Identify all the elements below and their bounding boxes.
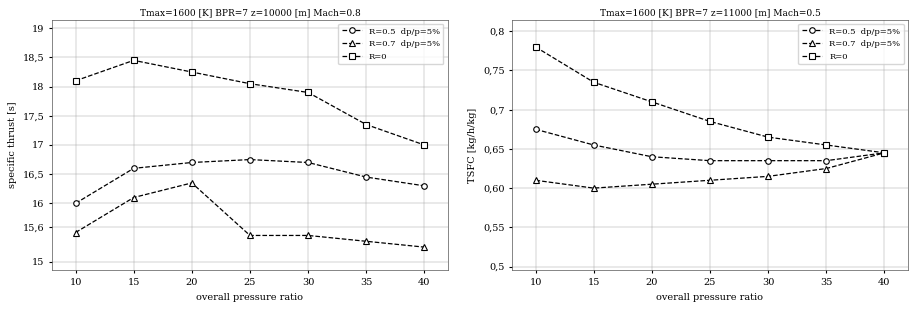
Line: R=0: R=0 <box>72 57 428 148</box>
R=0 <box>647 100 658 104</box>
R=0.7  dp/p=5% <box>763 175 774 178</box>
R=0.7  dp/p=5% <box>821 167 832 170</box>
Title: Tmax=1600 [K] BPR=7 z=10000 [m] Mach=0.8: Tmax=1600 [K] BPR=7 z=10000 [m] Mach=0.8 <box>139 8 360 17</box>
R=0 <box>245 82 256 86</box>
R=0.5  dp/p=5% <box>821 159 832 162</box>
R=0.5  dp/p=5% <box>245 158 256 162</box>
R=0 <box>419 143 430 147</box>
R=0.5  dp/p=5% <box>419 184 430 188</box>
R=0.5  dp/p=5% <box>128 166 139 170</box>
R=0.7  dp/p=5% <box>879 151 890 155</box>
R=0 <box>128 59 139 62</box>
Title: Tmax=1600 [K] BPR=7 z=11000 [m] Mach=0.5: Tmax=1600 [K] BPR=7 z=11000 [m] Mach=0.5 <box>600 8 821 17</box>
R=0.5  dp/p=5% <box>530 127 541 131</box>
R=0 <box>70 79 81 83</box>
R=0 <box>879 151 890 155</box>
Line: R=0.5  dp/p=5%: R=0.5 dp/p=5% <box>72 157 427 206</box>
Line: R=0.7  dp/p=5%: R=0.7 dp/p=5% <box>532 149 888 192</box>
Line: R=0: R=0 <box>532 43 888 156</box>
R=0.5  dp/p=5% <box>302 161 313 164</box>
Line: R=0.7  dp/p=5%: R=0.7 dp/p=5% <box>72 179 428 250</box>
R=0.5  dp/p=5% <box>186 161 197 164</box>
R=0.7  dp/p=5% <box>186 181 197 185</box>
R=0.7  dp/p=5% <box>704 179 715 182</box>
R=0.7  dp/p=5% <box>647 182 658 186</box>
R=0.5  dp/p=5% <box>763 159 774 162</box>
R=0 <box>186 70 197 74</box>
R=0.7  dp/p=5% <box>530 179 541 182</box>
R=0.5  dp/p=5% <box>879 151 890 155</box>
R=0 <box>302 91 313 94</box>
R=0 <box>588 80 599 84</box>
Legend: R=0.5  dp/p=5%, R=0.7  dp/p=5%, R=0: R=0.5 dp/p=5%, R=0.7 dp/p=5%, R=0 <box>798 24 903 64</box>
R=0.5  dp/p=5% <box>70 202 81 205</box>
Legend: R=0.5  dp/p=5%, R=0.7  dp/p=5%, R=0: R=0.5 dp/p=5%, R=0.7 dp/p=5%, R=0 <box>338 24 443 64</box>
R=0 <box>763 135 774 139</box>
R=0.5  dp/p=5% <box>704 159 715 162</box>
R=0 <box>704 120 715 123</box>
R=0.7  dp/p=5% <box>245 234 256 237</box>
R=0 <box>361 123 372 126</box>
X-axis label: overall pressure ratio: overall pressure ratio <box>196 293 303 302</box>
R=0.7  dp/p=5% <box>361 239 372 243</box>
Y-axis label: TSFC [kg/h/kg]: TSFC [kg/h/kg] <box>468 107 477 183</box>
R=0.7  dp/p=5% <box>70 231 81 234</box>
R=0 <box>821 143 832 147</box>
R=0.7  dp/p=5% <box>128 196 139 199</box>
R=0.7  dp/p=5% <box>302 234 313 237</box>
R=0.7  dp/p=5% <box>588 186 599 190</box>
R=0.7  dp/p=5% <box>419 245 430 249</box>
R=0.5  dp/p=5% <box>647 155 658 159</box>
R=0 <box>530 45 541 49</box>
R=0.5  dp/p=5% <box>361 175 372 179</box>
Line: R=0.5  dp/p=5%: R=0.5 dp/p=5% <box>533 126 888 163</box>
Y-axis label: specific thrust [s]: specific thrust [s] <box>8 102 17 188</box>
R=0.5  dp/p=5% <box>588 143 599 147</box>
X-axis label: overall pressure ratio: overall pressure ratio <box>657 293 763 302</box>
